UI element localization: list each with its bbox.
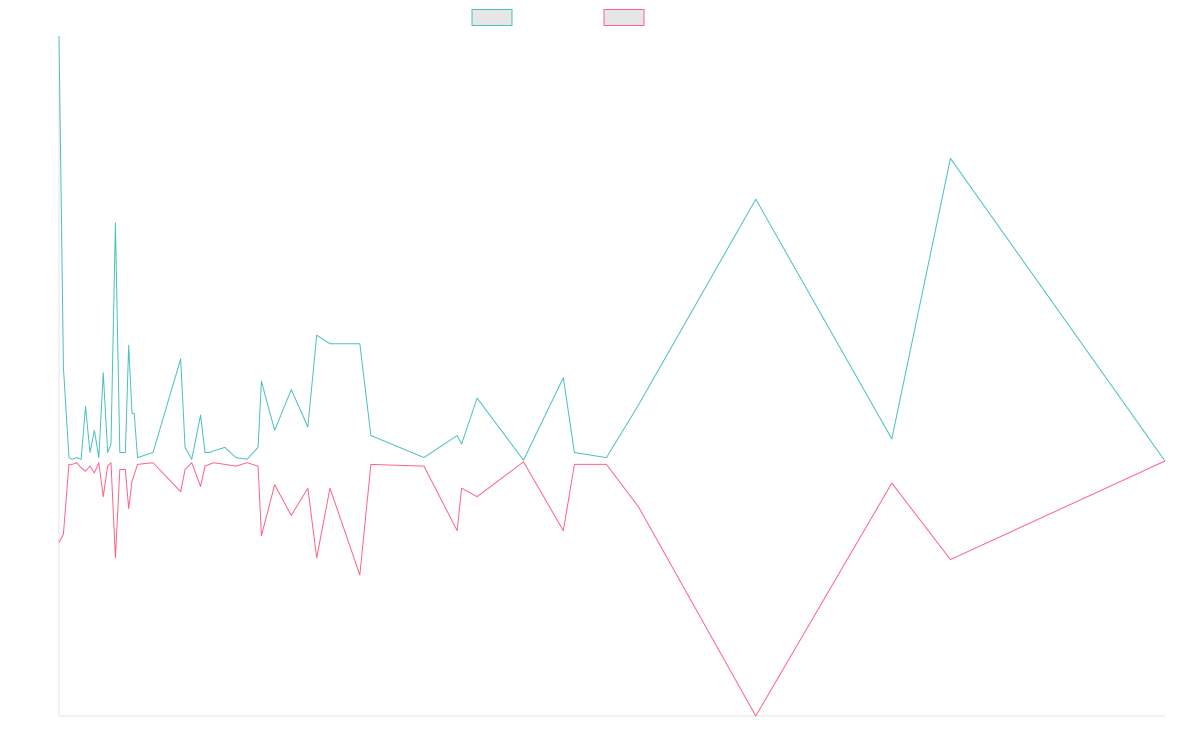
legend-swatch <box>471 9 513 26</box>
legend-swatch <box>603 9 645 26</box>
series-line-1 <box>58 35 1166 462</box>
series-line-2 <box>58 460 1166 717</box>
legend <box>471 9 645 26</box>
legend-item[interactable] <box>471 9 513 26</box>
series-layer <box>58 35 1166 717</box>
axes <box>58 36 1165 717</box>
legend-item[interactable] <box>603 9 645 26</box>
